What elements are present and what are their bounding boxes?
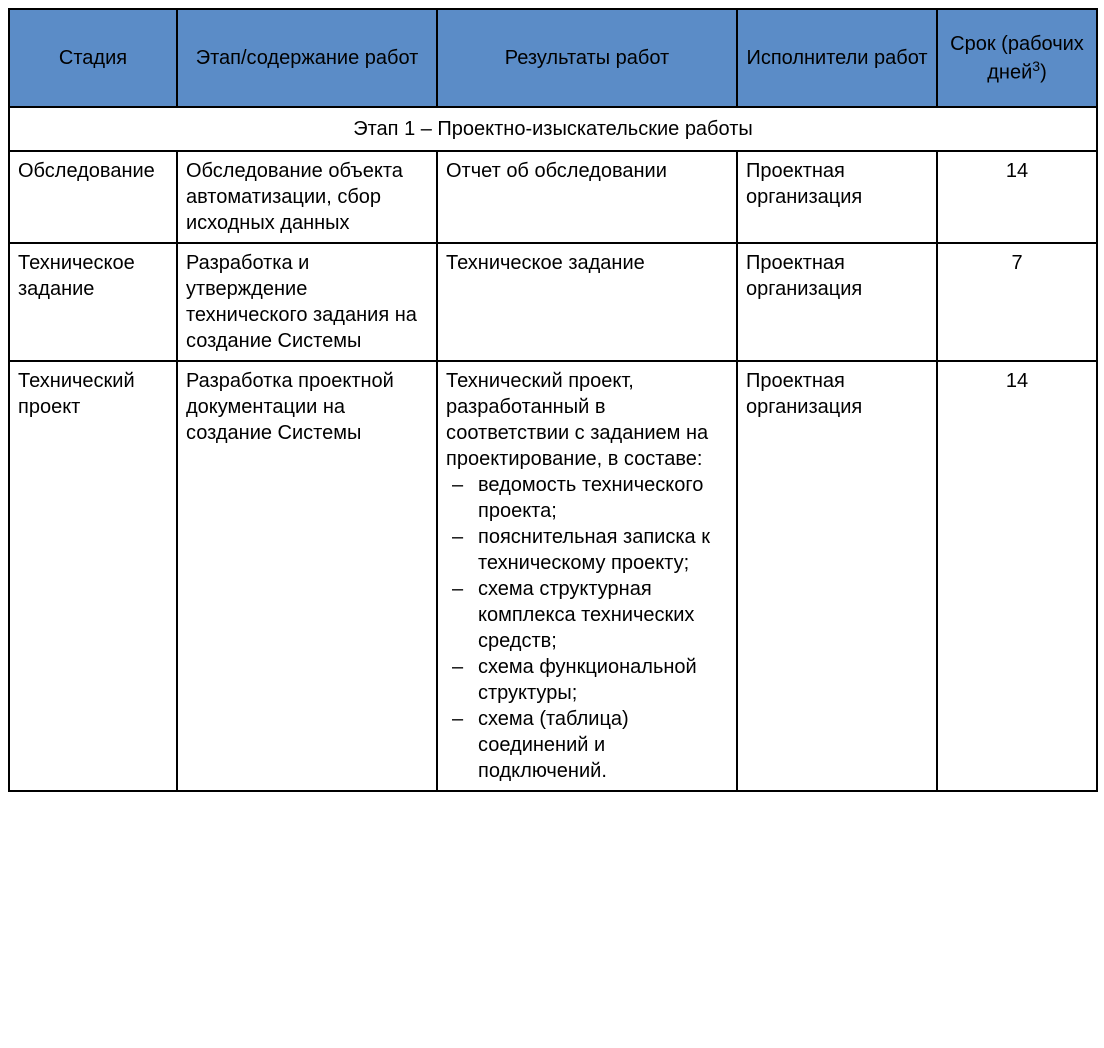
cell-duration: 7	[937, 243, 1097, 361]
col-header-stage: Стадия	[9, 9, 177, 107]
table-row: Техническое задание Разработка и утвержд…	[9, 243, 1097, 361]
duration-header-text: Срок (рабочих дней	[950, 33, 1084, 84]
cell-executors: Проектная организация	[737, 151, 937, 243]
table-header-row: Стадия Этап/содержание работ Результаты …	[9, 9, 1097, 107]
work-plan-table: Стадия Этап/содержание работ Результаты …	[8, 8, 1098, 792]
cell-stage: Обследование	[9, 151, 177, 243]
section-title: Этап 1 – Проектно-изыскательские работы	[9, 107, 1097, 151]
cell-executors: Проектная организация	[737, 361, 937, 791]
table-row: Обследование Обследование объекта автома…	[9, 151, 1097, 243]
results-intro: Технический проект, разработанный в соот…	[446, 370, 708, 470]
duration-header-sup: 3	[1032, 58, 1040, 74]
cell-duration: 14	[937, 361, 1097, 791]
results-list-item: пояснительная записка к техническому про…	[452, 524, 728, 576]
cell-content: Обследование объекта автоматизации, сбор…	[177, 151, 437, 243]
section-row: Этап 1 – Проектно-изыскательские работы	[9, 107, 1097, 151]
cell-content: Разработка проектной документации на соз…	[177, 361, 437, 791]
table-row: Технический проект Разработка проектной …	[9, 361, 1097, 791]
col-header-executors: Исполнители работ	[737, 9, 937, 107]
cell-stage: Техническое задание	[9, 243, 177, 361]
results-list-item: ведомость технического проекта;	[452, 472, 728, 524]
results-list-item: схема (таблица) соединений и подключений…	[452, 706, 728, 784]
cell-content: Разработка и утверждение технического за…	[177, 243, 437, 361]
cell-results: Отчет об обследовании	[437, 151, 737, 243]
col-header-duration: Срок (рабочих дней3)	[937, 9, 1097, 107]
cell-duration: 14	[937, 151, 1097, 243]
results-list-item: схема структурная комплекса технических …	[452, 576, 728, 654]
cell-results: Технический проект, разработанный в соот…	[437, 361, 737, 791]
col-header-results: Результаты работ	[437, 9, 737, 107]
cell-executors: Проектная организация	[737, 243, 937, 361]
col-header-content: Этап/содержание работ	[177, 9, 437, 107]
duration-header-tail: )	[1040, 61, 1047, 83]
results-list: ведомость технического проекта;пояснител…	[446, 472, 728, 784]
results-list-item: схема функциональной структуры;	[452, 654, 728, 706]
cell-results: Техническое задание	[437, 243, 737, 361]
cell-stage: Технический проект	[9, 361, 177, 791]
